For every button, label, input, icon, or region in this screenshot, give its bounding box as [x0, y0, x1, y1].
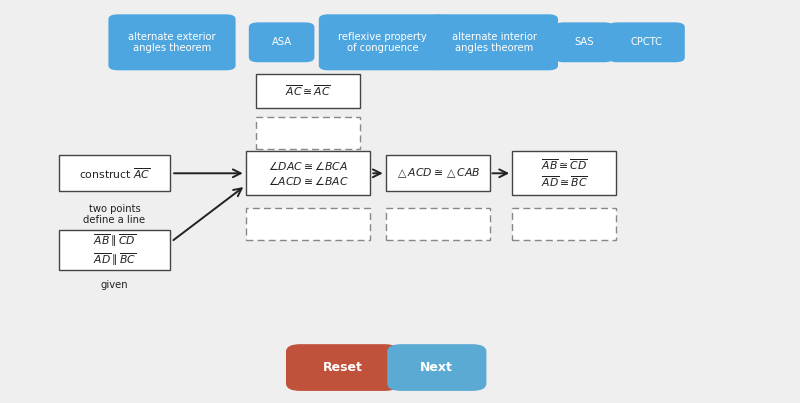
- FancyBboxPatch shape: [286, 344, 398, 391]
- FancyBboxPatch shape: [59, 230, 170, 270]
- Text: Reset: Reset: [322, 361, 362, 374]
- Text: $\overline{AB} \parallel \overline{CD}$
$\overline{AD} \parallel \overline{BC}$: $\overline{AB} \parallel \overline{CD}$ …: [93, 232, 136, 268]
- FancyBboxPatch shape: [512, 151, 616, 195]
- FancyBboxPatch shape: [387, 344, 486, 391]
- FancyBboxPatch shape: [256, 117, 360, 149]
- Text: construct $\overline{AC}$: construct $\overline{AC}$: [78, 166, 150, 181]
- FancyBboxPatch shape: [249, 22, 314, 62]
- Text: SAS: SAS: [574, 37, 594, 47]
- Text: two points
define a line: two points define a line: [83, 204, 146, 225]
- FancyBboxPatch shape: [554, 22, 614, 62]
- Text: alternate exterior
angles theorem: alternate exterior angles theorem: [128, 31, 216, 53]
- Text: ASA: ASA: [271, 37, 292, 47]
- FancyBboxPatch shape: [386, 155, 490, 191]
- Text: alternate interior
angles theorem: alternate interior angles theorem: [452, 31, 537, 53]
- Text: Next: Next: [420, 361, 454, 374]
- FancyBboxPatch shape: [246, 208, 370, 240]
- FancyBboxPatch shape: [59, 155, 170, 191]
- Text: $\overline{AB} \cong \overline{CD}$
$\overline{AD} \cong \overline{BC}$: $\overline{AB} \cong \overline{CD}$ $\ov…: [541, 157, 587, 189]
- FancyBboxPatch shape: [608, 22, 685, 62]
- FancyBboxPatch shape: [512, 208, 616, 240]
- FancyBboxPatch shape: [246, 151, 370, 195]
- FancyBboxPatch shape: [318, 14, 446, 70]
- Text: given: given: [101, 280, 128, 290]
- Text: $\overline{AC} \cong \overline{AC}$: $\overline{AC} \cong \overline{AC}$: [285, 83, 331, 98]
- Text: $\triangle ACD \cong \triangle CAB$: $\triangle ACD \cong \triangle CAB$: [394, 166, 481, 180]
- Text: reflexive property
of congruence: reflexive property of congruence: [338, 31, 426, 53]
- Text: $\angle DAC \cong \angle BCA$
$\angle ACD \cong \angle BAC$: $\angle DAC \cong \angle BCA$ $\angle AC…: [268, 159, 348, 187]
- FancyBboxPatch shape: [256, 73, 360, 108]
- FancyBboxPatch shape: [386, 208, 490, 240]
- Text: CPCTC: CPCTC: [630, 37, 662, 47]
- FancyBboxPatch shape: [430, 14, 558, 70]
- FancyBboxPatch shape: [108, 14, 235, 70]
